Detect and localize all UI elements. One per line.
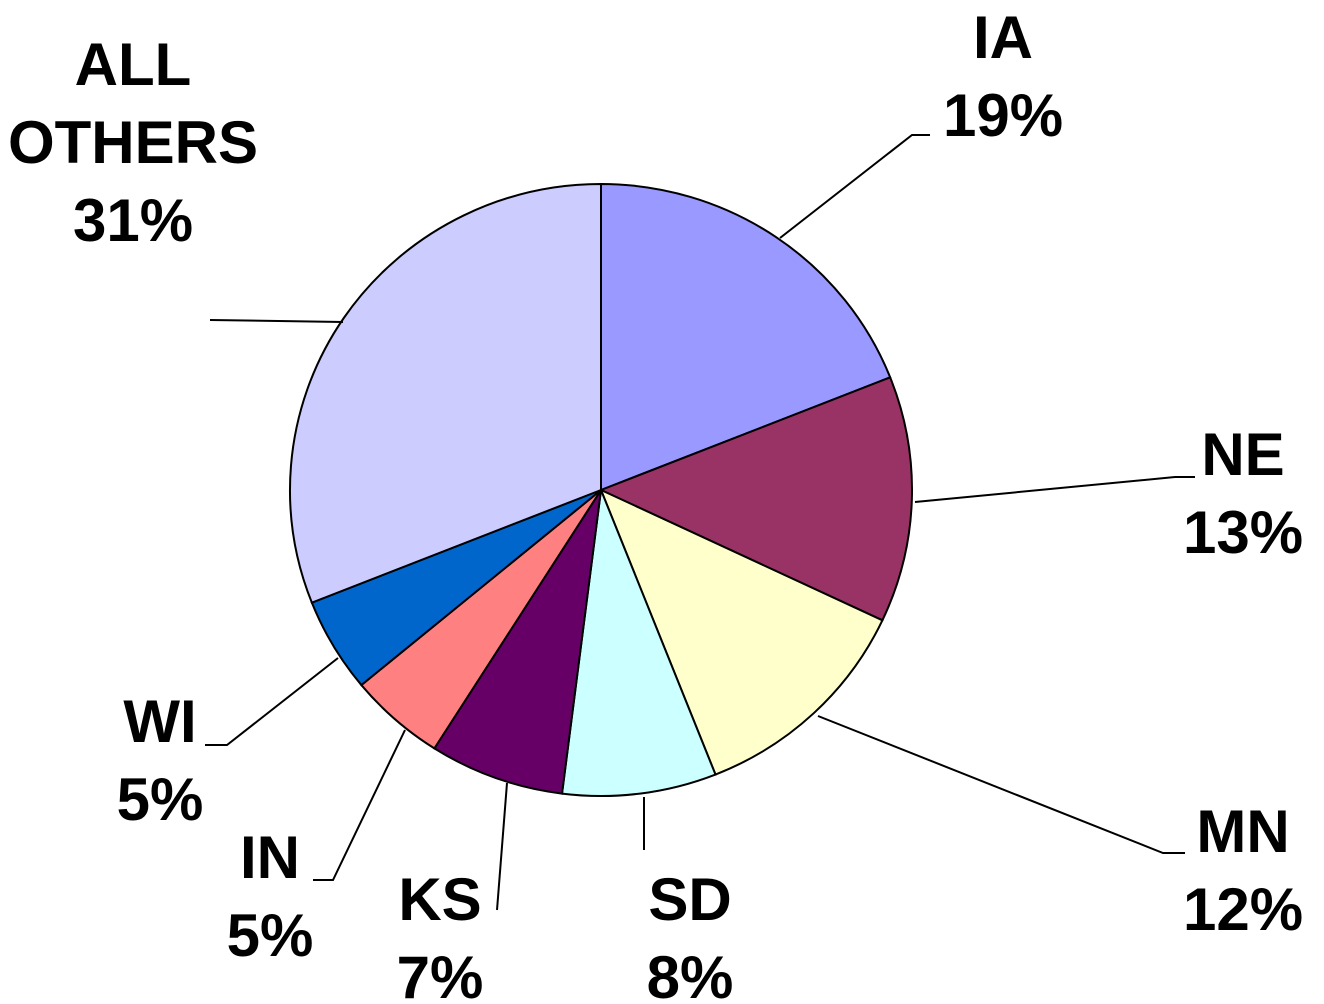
leader-line: [914, 476, 1195, 503]
category-label: IN: [240, 824, 300, 891]
category-label: MN: [1196, 798, 1290, 865]
category-label: WI: [123, 688, 197, 755]
pie-slice: [600, 182, 892, 492]
pie-slice: [289, 182, 602, 604]
slice-label: NE 13%: [1093, 416, 1324, 572]
percent-label: 8%: [646, 944, 734, 1004]
leader-line: [779, 134, 930, 239]
category-label: KS: [398, 866, 482, 933]
slice-label: KS 7%: [340, 861, 540, 1004]
pie-slice: [432, 489, 602, 795]
leader-line: [496, 782, 508, 911]
percent-label: 7%: [396, 944, 484, 1004]
slice-label: ALL OTHERS 31%: [2, 26, 264, 260]
slice-label: IN 5%: [170, 819, 370, 975]
percent-label: 5%: [116, 766, 204, 833]
slice-label: MN 12%: [1093, 793, 1324, 949]
slice-label: SD 8%: [590, 861, 790, 1004]
leader-line: [205, 657, 339, 746]
category-label: SD: [648, 866, 732, 933]
leader-line: [817, 715, 1185, 854]
pie-slice: [598, 376, 913, 622]
percent-label: 5%: [226, 902, 314, 969]
category-label: IA: [973, 4, 1033, 71]
percent-label: 19%: [942, 82, 1064, 149]
category-label: ALL OTHERS: [7, 31, 259, 176]
leader-line: [209, 319, 344, 323]
percent-label: 12%: [1182, 876, 1304, 943]
category-label: NE: [1201, 421, 1285, 488]
percent-label: 13%: [1182, 499, 1304, 566]
leader-line: [313, 729, 406, 881]
pie-slice: [599, 488, 884, 776]
slice-label: WI 5%: [60, 683, 260, 839]
percent-label: 31%: [72, 187, 194, 254]
slice-label: IA 19%: [853, 0, 1153, 155]
pie-slice: [560, 486, 717, 797]
